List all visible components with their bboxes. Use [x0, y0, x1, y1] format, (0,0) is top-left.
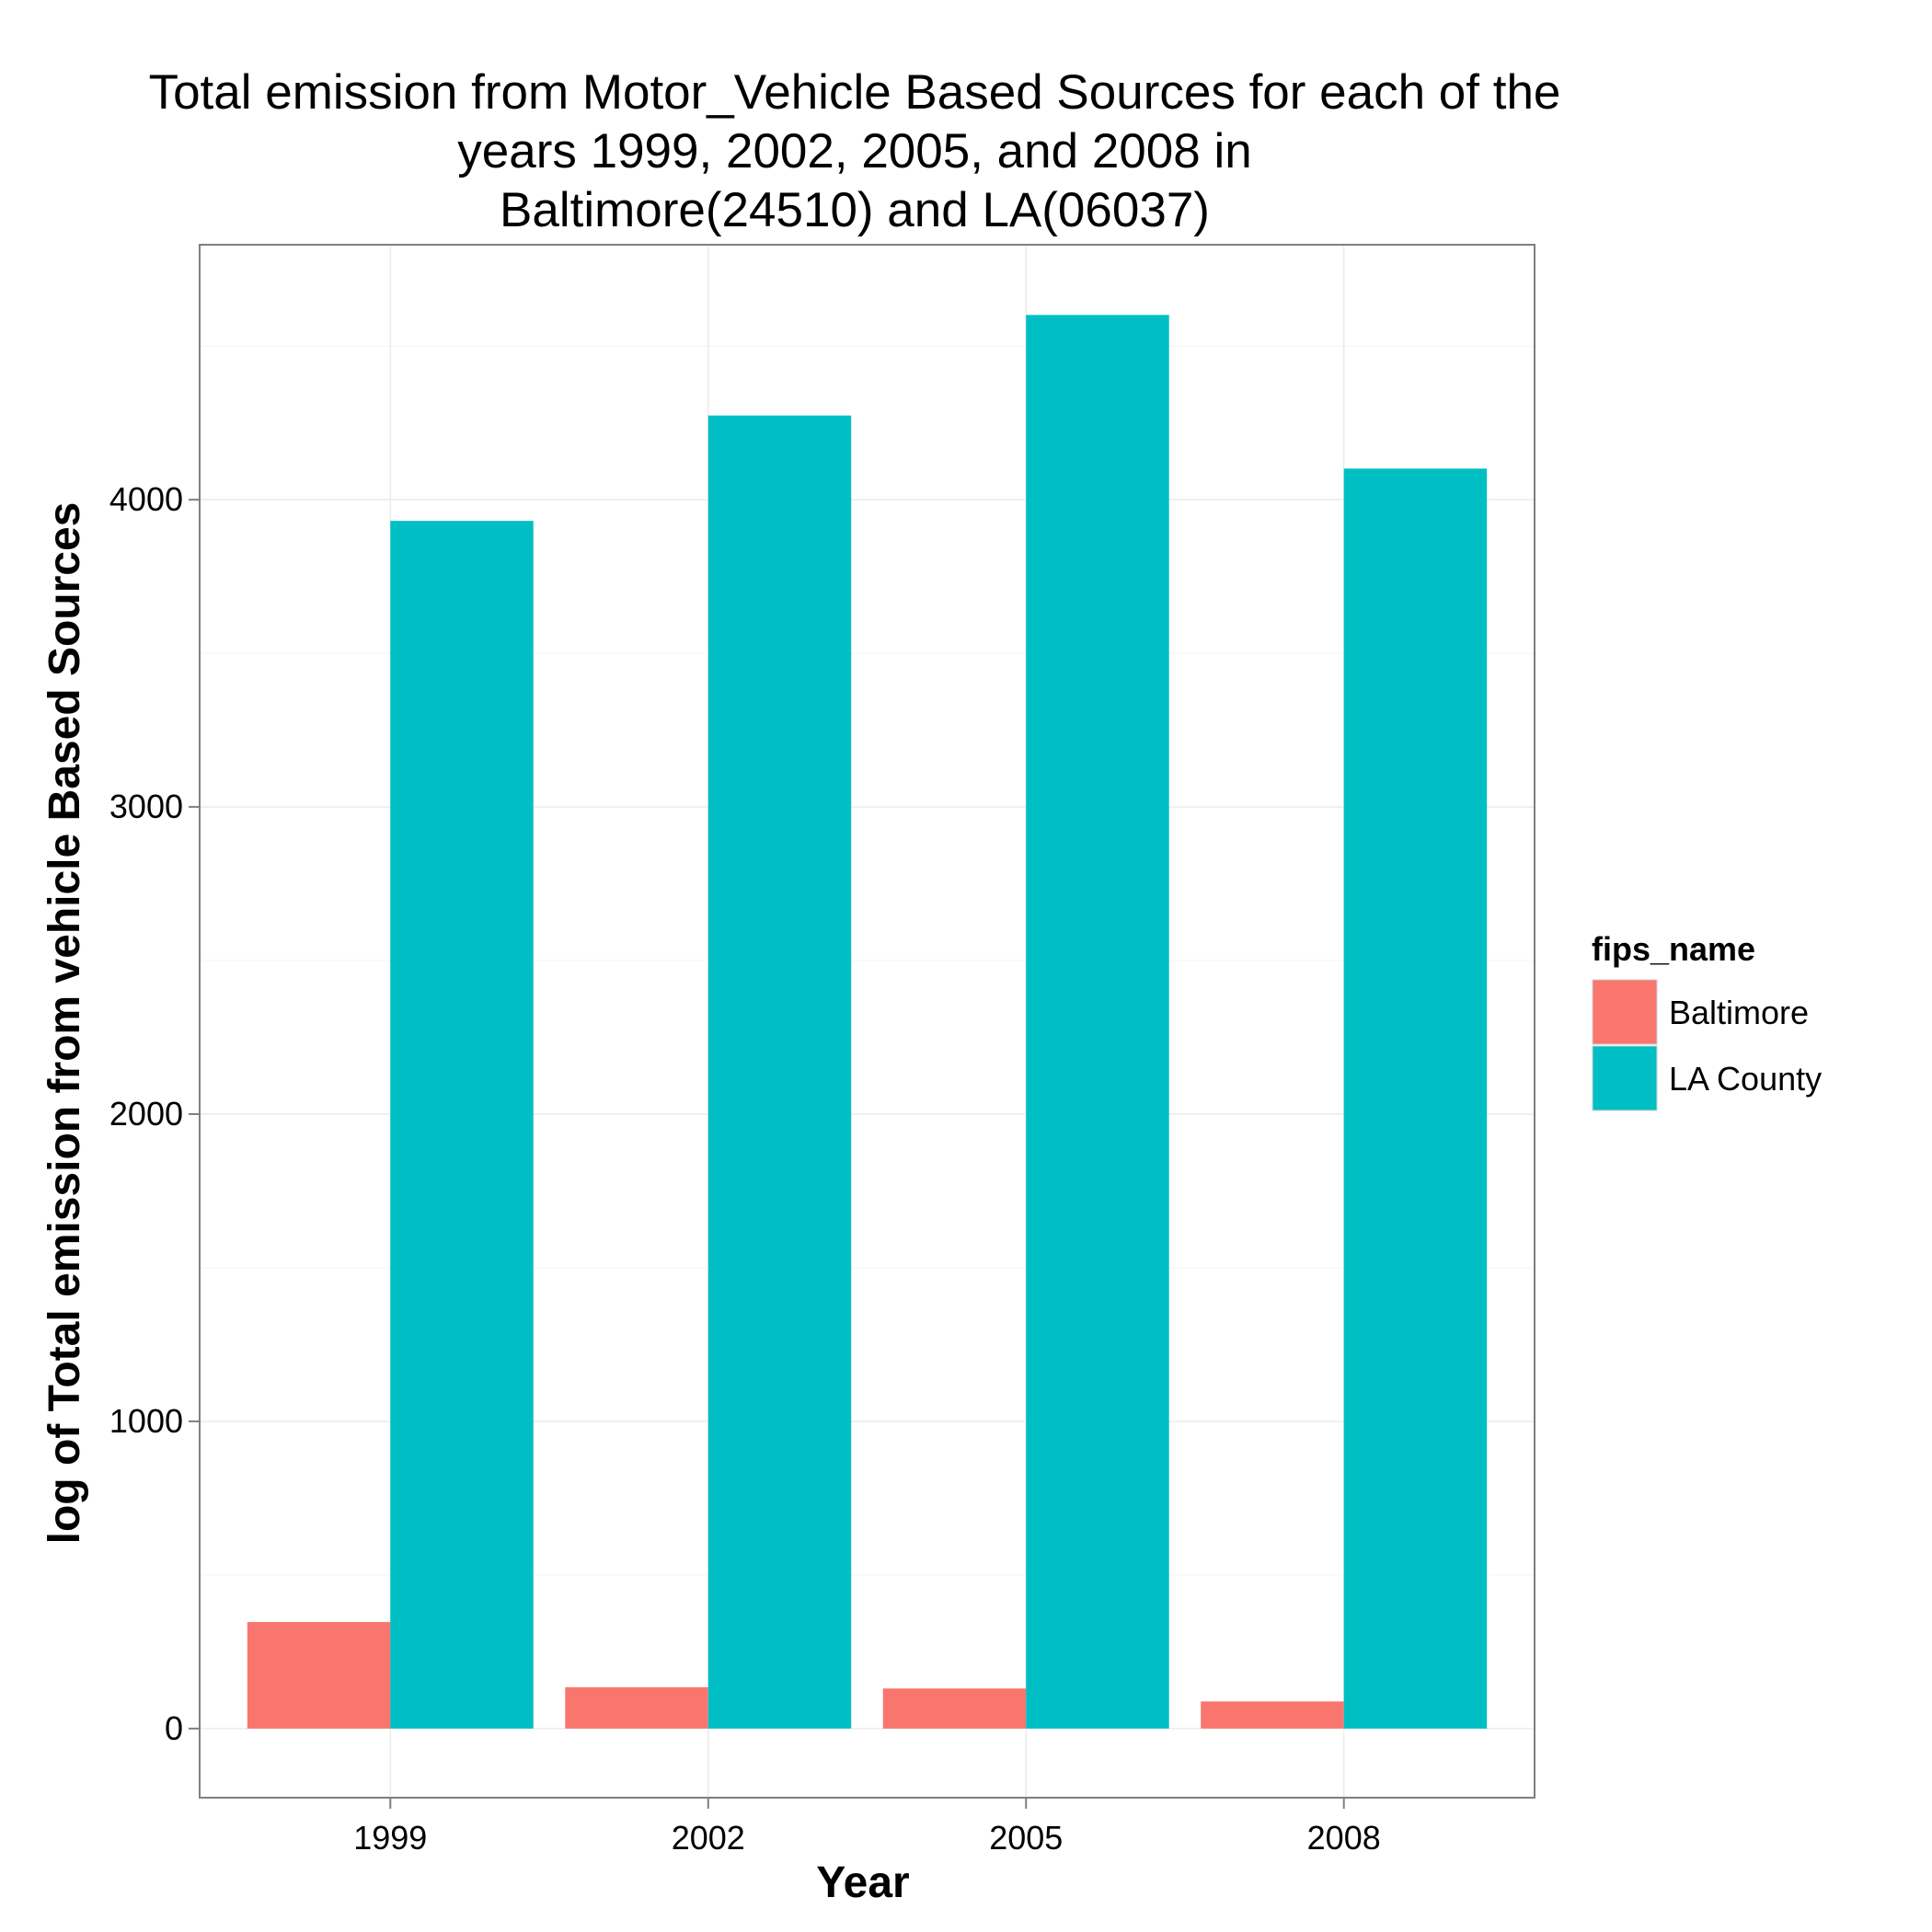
legend: fips_name Baltimore LA County: [1591, 930, 1822, 1112]
bar-la-county-2005: [1026, 315, 1169, 1729]
x-tick-label: 2002: [672, 1819, 745, 1857]
legend-key-baltimore: [1592, 979, 1658, 1045]
bar-la-county-1999: [390, 521, 534, 1729]
y-tick-label: 1000: [109, 1402, 183, 1440]
bar-la-county-2002: [707, 415, 852, 1729]
bar-baltimore-1999: [247, 1622, 391, 1729]
bar-baltimore-2005: [882, 1688, 1027, 1729]
chart-title: Total emission from Motor_Vehicle Based …: [149, 65, 1561, 237]
y-tick-label: 4000: [109, 480, 183, 518]
chart-title-line-2: years 1999, 2002, 2005, and 2008 in: [457, 124, 1251, 178]
bar-baltimore-2008: [1201, 1701, 1344, 1729]
y-tick-label: 3000: [109, 788, 183, 825]
bars: [247, 315, 1488, 1729]
plot-panel-border: [199, 244, 1535, 1799]
bar-la-county-2008: [1343, 468, 1488, 1729]
x-tick-label: 2008: [1307, 1819, 1381, 1857]
legend-label: Baltimore: [1669, 994, 1809, 1031]
y-tick-label: 2000: [109, 1095, 183, 1133]
x-axis-title: Year: [816, 1858, 909, 1907]
bar-baltimore-2002: [565, 1687, 708, 1729]
chart-title-line-3: Baltimore(24510) and LA(06037): [500, 183, 1210, 237]
x-tick-label: 2005: [989, 1819, 1063, 1857]
y-axis-title: log of Total emission from vehicle Based…: [40, 502, 89, 1545]
chart-title-line-1: Total emission from Motor_Vehicle Based …: [149, 65, 1561, 120]
x-tick-label: 1999: [353, 1819, 427, 1857]
legend-label: LA County: [1669, 1060, 1822, 1098]
y-tick-label: 0: [165, 1709, 183, 1747]
legend-title: fips_name: [1592, 930, 1755, 968]
legend-key-la-county: [1592, 1045, 1658, 1111]
axes: 0 1000 2000 3000 4000 1999 2002 2005 2008: [109, 480, 1381, 1857]
